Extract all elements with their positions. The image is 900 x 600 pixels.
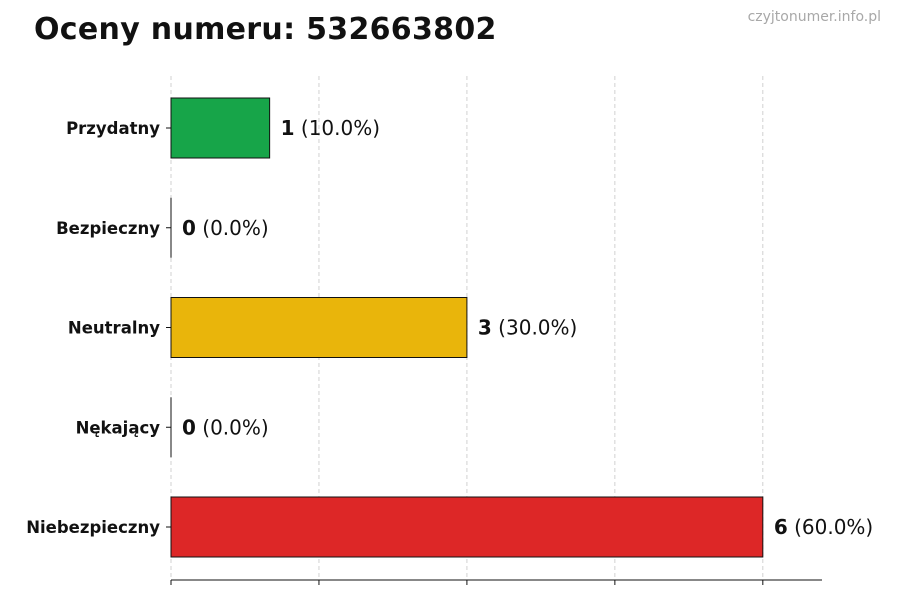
- value-count-4: 6: [774, 515, 788, 539]
- value-label-2: 3 (30.0%): [478, 316, 577, 340]
- value-percent-2: (30.0%): [492, 316, 577, 340]
- category-label-4: Niebezpieczny: [26, 518, 160, 537]
- category-label-3: Nękający: [76, 418, 161, 437]
- value-count-0: 1: [281, 116, 295, 140]
- value-percent-4: (60.0%): [788, 515, 874, 539]
- value-label-3: 0 (0.0%): [182, 415, 269, 439]
- value-percent-1: (0.0%): [196, 216, 269, 240]
- category-label-1: Bezpieczny: [56, 219, 160, 238]
- value-label-0: 1 (10.0%): [281, 116, 380, 140]
- category-label-0: Przydatny: [66, 119, 160, 138]
- category-label-2: Neutralny: [68, 319, 160, 338]
- value-percent-0: (10.0%): [295, 116, 381, 140]
- value-label-1: 0 (0.0%): [182, 216, 269, 240]
- chart-title: Oceny numeru: 532663802: [34, 12, 497, 47]
- value-label-4: 6 (60.0%): [774, 515, 873, 539]
- value-count-2: 3: [478, 316, 492, 340]
- value-count-3: 0: [182, 415, 196, 439]
- value-count-1: 0: [182, 216, 196, 240]
- bar-0: [170, 97, 271, 159]
- value-percent-3: (0.0%): [196, 415, 269, 439]
- bar-4: [170, 496, 764, 558]
- bar-2: [170, 297, 468, 358]
- watermark: czyjtonumer.info.pl: [747, 9, 881, 25]
